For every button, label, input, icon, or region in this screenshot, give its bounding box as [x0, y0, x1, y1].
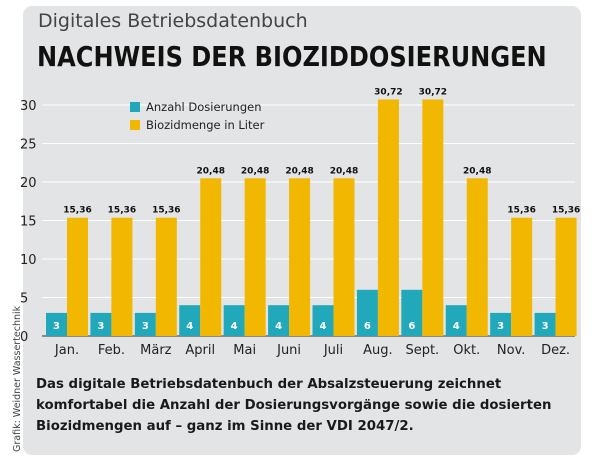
y-tick-label: 0	[20, 330, 28, 345]
bar-label-biozidmenge: 15,36	[108, 206, 136, 216]
bar-label-biozidmenge: 30,72	[374, 87, 402, 97]
bar-label-anzahl: 6	[408, 321, 415, 332]
bar-label-anzahl: 6	[364, 321, 371, 332]
bar-biozidmenge	[111, 217, 133, 336]
bar-anzahl-dosierungen	[90, 312, 112, 336]
bar-biozidmenge	[422, 99, 444, 337]
x-tick-label: Dez.	[541, 343, 570, 358]
bar-label-biozidmenge: 20,48	[463, 166, 491, 176]
chart-subtitle: Digitales Betriebsdatenbuch	[38, 10, 308, 32]
bar-label-anzahl: 3	[142, 321, 149, 332]
x-tick-label: März	[140, 343, 172, 358]
bar-anzahl-dosierungen	[46, 312, 67, 336]
bar-biozidmenge	[466, 178, 488, 336]
y-tick-label: 5	[20, 292, 28, 307]
bar-anzahl-dosierungen	[534, 312, 556, 336]
bar-label-biozidmenge: 15,36	[63, 206, 91, 216]
credit-text: Grafik: Weidner Wassertechnik	[12, 305, 23, 452]
legend-label: Anzahl Dosierungen	[146, 100, 262, 114]
bar-anzahl-dosierungen	[356, 289, 378, 336]
x-tick-label: Jan.	[54, 343, 79, 358]
x-tick-label: April	[185, 343, 215, 358]
bar-biozidmenge	[67, 217, 88, 336]
y-tick-label: 30	[20, 99, 37, 114]
bar-label-anzahl: 4	[320, 321, 327, 332]
bar-label-anzahl: 4	[231, 321, 238, 332]
bar-label-anzahl: 3	[53, 321, 60, 332]
bar-anzahl-dosierungen	[268, 305, 290, 336]
x-tick-labels: Jan. Feb. März April Mai Juni Juli Aug. Sept. Okt…	[54, 343, 570, 358]
chart-title: NACHWEIS DER BIOZIDDOSIERUNGEN	[37, 40, 547, 73]
bar-label-anzahl: 4	[186, 321, 193, 332]
caption-text: Das digitale Betriebsdatenbuch der Absal…	[36, 377, 552, 434]
bar-biozidmenge	[511, 217, 533, 336]
bar-biozidmenge	[244, 178, 266, 336]
y-tick-label: 20	[20, 176, 37, 191]
legend-swatch	[130, 102, 140, 112]
bar-anzahl-dosierungen	[134, 312, 156, 336]
bar-label-biozidmenge: 20,48	[285, 166, 313, 176]
bar-label-anzahl: 3	[97, 321, 104, 332]
bar-biozidmenge	[200, 178, 222, 336]
bar-label-anzahl: 4	[275, 321, 282, 332]
x-tick-label: Sept.	[405, 343, 439, 358]
legend-swatch	[130, 120, 140, 130]
bar-label-anzahl: 3	[497, 321, 504, 332]
bar-anzahl-dosierungen	[312, 305, 334, 336]
bar-label-biozidmenge: 20,48	[241, 166, 269, 176]
bar-biozidmenge	[555, 217, 577, 336]
bar-label-biozidmenge: 15,36	[507, 206, 535, 216]
bar-label-biozidmenge: 15,36	[552, 206, 580, 216]
bar-label-biozidmenge: 20,48	[330, 166, 358, 176]
bar-label-anzahl: 4	[453, 321, 460, 332]
bar-label-biozidmenge: 15,36	[152, 206, 180, 216]
y-tick-label: 10	[20, 253, 37, 268]
bar-anzahl-dosierungen	[490, 312, 512, 336]
x-tick-label: Aug.	[363, 343, 393, 358]
x-tick-label: Mai	[233, 343, 256, 358]
bar-biozidmenge	[377, 99, 399, 337]
bar-anzahl-dosierungen	[179, 305, 201, 336]
y-tick-labels: 0 5 10 15 20 25 30	[20, 99, 37, 345]
bar-biozidmenge	[155, 217, 177, 336]
bar-anzahl-dosierungen	[223, 305, 245, 336]
x-tick-label: Okt.	[453, 343, 480, 358]
x-tick-label: Nov.	[497, 343, 526, 358]
bar-label-biozidmenge: 30,72	[419, 87, 447, 97]
legend: Anzahl Dosierungen Biozidmenge in Liter	[130, 100, 265, 132]
bar-anzahl-dosierungen	[401, 289, 423, 336]
legend-label: Biozidmenge in Liter	[146, 118, 265, 132]
bar-label-biozidmenge: 20,48	[197, 166, 225, 176]
x-tick-label: Juni	[276, 343, 301, 358]
bar-labels: 3 15,36 3 15,36 3 15,36 4 20,48 4 20,48 4 20,48 4 20,…	[53, 87, 580, 332]
y-tick-label: 15	[20, 215, 37, 230]
bar-biozidmenge	[289, 178, 311, 336]
bars	[46, 99, 577, 337]
bar-anzahl-dosierungen	[445, 305, 467, 336]
y-tick-label: 25	[20, 138, 37, 153]
bar-biozidmenge	[333, 178, 355, 336]
bar-label-anzahl: 3	[542, 321, 549, 332]
x-tick-label: Feb.	[98, 343, 125, 358]
x-tick-label: Juli	[323, 343, 343, 358]
